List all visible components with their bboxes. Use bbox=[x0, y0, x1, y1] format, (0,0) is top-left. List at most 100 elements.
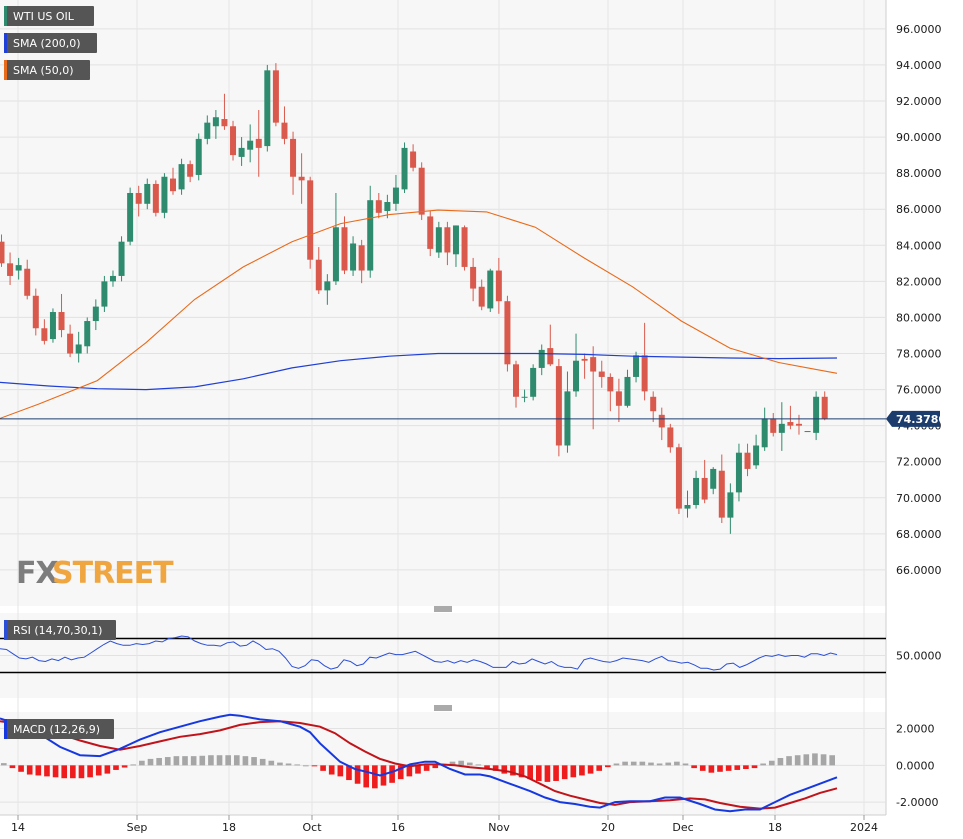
legend-sma200-swatch bbox=[4, 33, 7, 53]
legend-sma50[interactable]: SMA (50,0) bbox=[4, 60, 90, 80]
rsi-resize-handle[interactable] bbox=[433, 605, 453, 612]
price-y-axis: 96.0000 94.0000 92.0000 90.0000 88.0000 86.00… bbox=[896, 23, 942, 577]
sma200-line bbox=[0, 352, 838, 391]
macd-histogram-bar bbox=[389, 765, 395, 783]
candle-body bbox=[204, 122, 211, 139]
macd-histogram-bar bbox=[622, 761, 628, 766]
macd-histogram-bar bbox=[372, 765, 378, 789]
macd-tick-label: -2.0000 bbox=[896, 796, 938, 809]
watermark-prefix: FX bbox=[16, 556, 58, 591]
macd-y-axis: 2.0000 0.0000 -2.0000 bbox=[896, 723, 938, 810]
candle-body bbox=[641, 355, 648, 392]
macd-histogram-bar bbox=[708, 765, 715, 773]
legend-wti-bg bbox=[4, 6, 94, 26]
macd-histogram-bar bbox=[794, 755, 801, 766]
macd-histogram-bar bbox=[285, 763, 292, 766]
macd-histogram-bar bbox=[596, 765, 603, 771]
macd-histogram-bar bbox=[147, 758, 154, 766]
legend-rsi-swatch bbox=[4, 620, 7, 640]
macd-histogram-bar bbox=[346, 765, 352, 781]
candle-body bbox=[118, 241, 125, 276]
macd-histogram-bar bbox=[674, 761, 680, 766]
macd-histogram-bar bbox=[303, 765, 309, 767]
candle-body bbox=[761, 418, 768, 448]
candle-body bbox=[178, 164, 185, 190]
price-tick-label: 80.0000 bbox=[896, 311, 942, 324]
legend-sma50-label: SMA (50,0) bbox=[13, 64, 74, 77]
price-series-layer bbox=[0, 63, 886, 534]
macd-histogram-bar bbox=[768, 760, 775, 766]
macd-histogram-bar bbox=[294, 764, 301, 766]
legend-macd-label: MACD (12,26,9) bbox=[13, 723, 100, 736]
date-x-axis: 14 Sep 18 Oct 16 Nov 20 Dec 18 2024 bbox=[11, 815, 878, 834]
candle-body bbox=[212, 117, 219, 127]
macd-panel bbox=[0, 712, 886, 815]
macd-resize-handle[interactable] bbox=[433, 704, 453, 711]
candle-body bbox=[75, 344, 82, 354]
legend-sma200-label: SMA (200,0) bbox=[13, 37, 81, 50]
sma50-line bbox=[0, 209, 838, 419]
macd-histogram-bar bbox=[743, 765, 749, 770]
macd-histogram-bar bbox=[35, 765, 42, 776]
candle-body bbox=[401, 147, 408, 190]
macd-histogram-bar bbox=[259, 758, 266, 766]
price-tag-value: 74.3780 bbox=[896, 413, 946, 426]
macd-histogram-bar bbox=[26, 765, 33, 775]
candle-body bbox=[675, 447, 682, 509]
candle-body bbox=[384, 202, 391, 212]
candle-body bbox=[701, 477, 708, 500]
macd-histogram-bar bbox=[354, 765, 361, 784]
candle-body bbox=[247, 140, 254, 150]
legend-wti[interactable]: WTI US OIL bbox=[4, 6, 94, 26]
candle-body bbox=[92, 306, 99, 322]
candle-body bbox=[49, 312, 56, 340]
candle-body bbox=[272, 70, 279, 123]
rsi-y-axis: 50.0000 bbox=[896, 650, 942, 663]
macd-histogram-bar bbox=[130, 764, 137, 766]
macd-histogram-bar bbox=[553, 765, 559, 781]
legend-sma50-bg bbox=[4, 60, 90, 80]
candle-body bbox=[144, 183, 151, 204]
macd-histogram-bar bbox=[544, 765, 551, 782]
legend-sma200[interactable]: SMA (200,0) bbox=[4, 33, 97, 53]
date-tick-label: Dec bbox=[672, 821, 693, 834]
legend-wti-label: WTI US OIL bbox=[13, 10, 75, 23]
macd-histogram-bar bbox=[760, 763, 766, 766]
legend-macd[interactable]: MACD (12,26,9) bbox=[4, 719, 114, 739]
date-tick-label: 20 bbox=[601, 821, 615, 834]
candle-body bbox=[813, 396, 820, 433]
macd-histogram-bar bbox=[510, 765, 516, 776]
macd-histogram-bar bbox=[397, 765, 404, 780]
candle-body bbox=[778, 423, 785, 433]
macd-histogram-bar bbox=[44, 765, 50, 777]
date-tick-label: 18 bbox=[768, 821, 782, 834]
candle-body bbox=[170, 178, 176, 192]
macd-histogram-bar bbox=[656, 763, 663, 766]
legend-rsi[interactable]: RSI (14,70,30,1) bbox=[4, 620, 116, 640]
candle-body bbox=[753, 445, 760, 466]
macd-histogram-bar bbox=[242, 756, 249, 766]
macd-histogram-bar bbox=[190, 756, 197, 766]
macd-histogram-bar bbox=[251, 757, 257, 766]
date-tick-label: 18 bbox=[222, 821, 236, 834]
candle-body bbox=[152, 183, 159, 213]
macd-histogram-bar bbox=[328, 765, 335, 775]
candle-body bbox=[67, 333, 74, 354]
price-tick-label: 66.0000 bbox=[896, 564, 942, 577]
macd-histogram-bar bbox=[492, 765, 499, 771]
macd-histogram-bar bbox=[449, 761, 456, 766]
price-tick-label: 70.0000 bbox=[896, 492, 942, 505]
macd-histogram-bar bbox=[156, 757, 162, 766]
macd-series-layer bbox=[0, 713, 838, 813]
candle-body bbox=[187, 164, 194, 177]
macd-histogram-bar bbox=[639, 761, 646, 766]
macd-histogram-bar bbox=[199, 755, 206, 766]
macd-histogram-bar bbox=[734, 765, 741, 770]
macd-histogram-bar bbox=[535, 765, 542, 781]
candle-body bbox=[504, 301, 511, 365]
macd-histogram-bar bbox=[70, 765, 76, 779]
macd-line bbox=[0, 713, 838, 813]
macd-histogram-bar bbox=[233, 755, 240, 766]
macd-histogram-bar bbox=[337, 765, 344, 777]
candle-body bbox=[770, 418, 777, 433]
